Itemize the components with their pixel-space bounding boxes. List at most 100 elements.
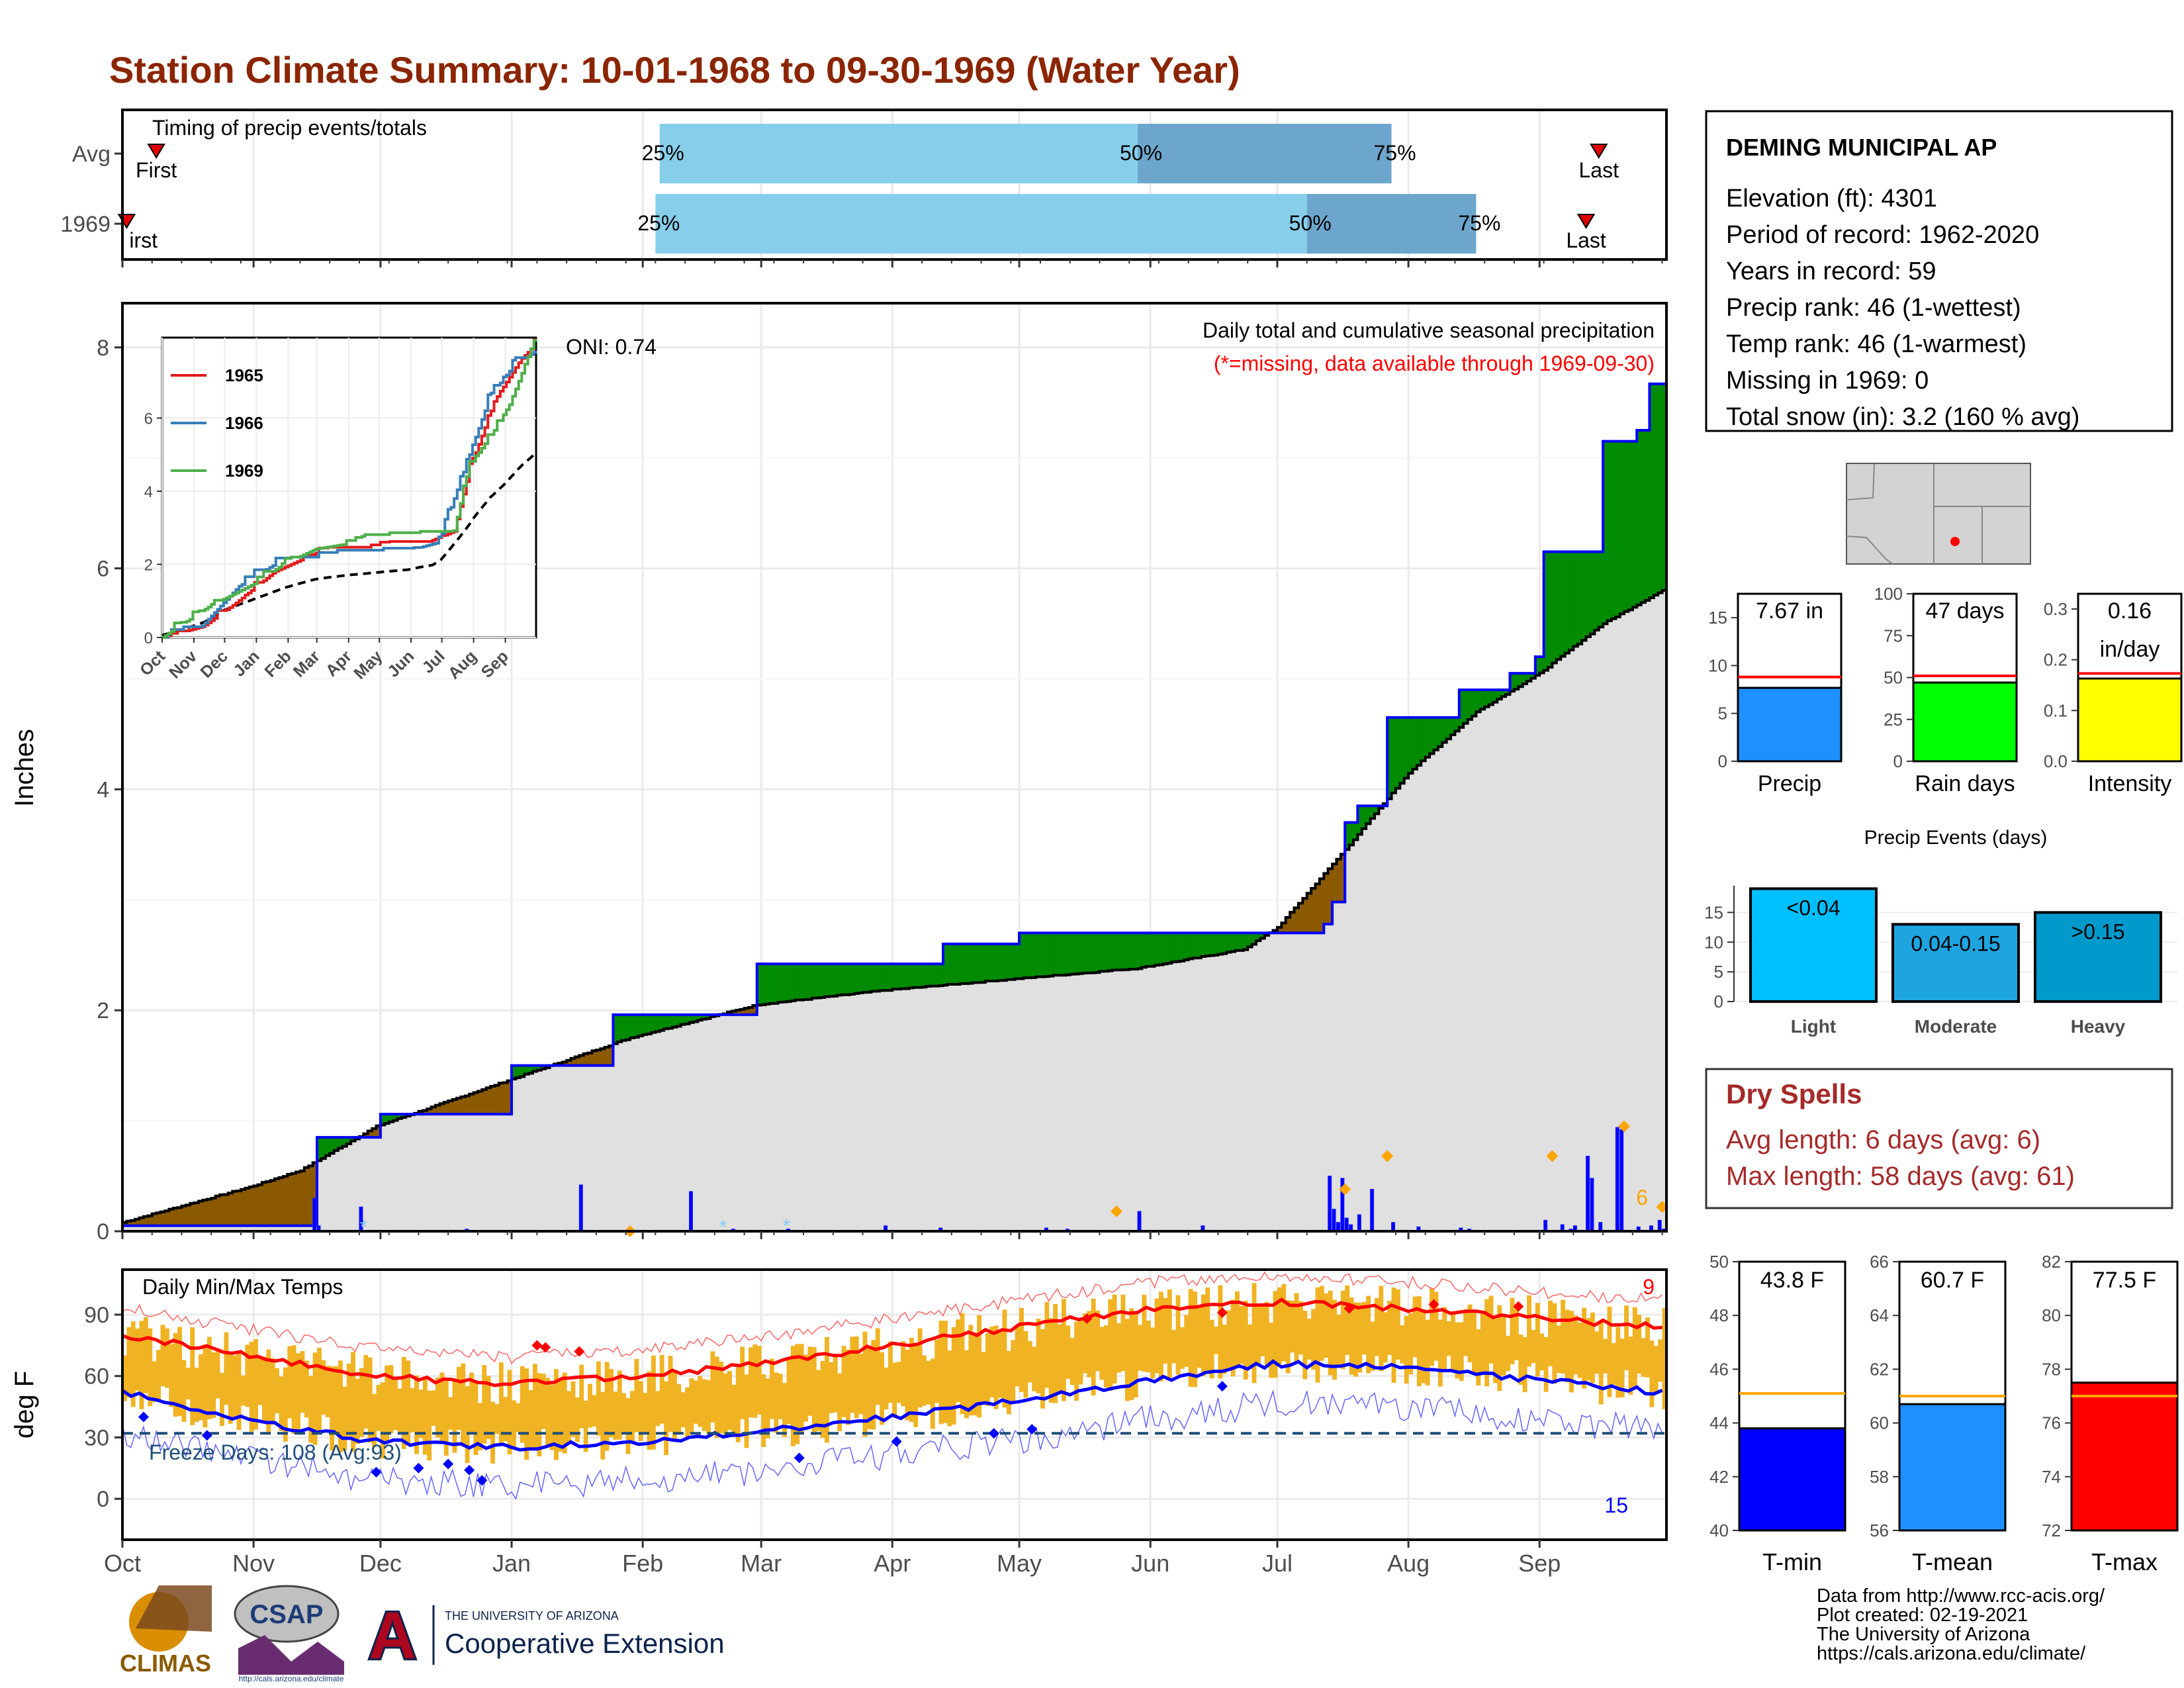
daily-temp-bar xyxy=(516,1403,521,1432)
above-avg-fill xyxy=(338,1137,343,1149)
above-avg-fill xyxy=(926,964,931,986)
month-label: May xyxy=(997,1550,1042,1577)
timing-label-75: 75% xyxy=(1458,211,1500,235)
below-avg-fill xyxy=(308,1166,314,1226)
tmean-ytick-label: 64 xyxy=(1870,1305,1889,1325)
above-avg-fill xyxy=(782,964,788,1002)
above-avg-fill xyxy=(643,1014,648,1035)
above-avg-fill xyxy=(702,1014,707,1019)
event-bar-label: >0.15 xyxy=(2071,919,2125,943)
daily-temp-bar xyxy=(756,1346,762,1415)
daily-temp-bar xyxy=(1138,1325,1142,1371)
daily-temp-bar xyxy=(930,1358,935,1429)
daily-temp-bar xyxy=(621,1393,627,1432)
daily-temp-bar xyxy=(884,1367,889,1410)
daily-temp-bar xyxy=(1193,1291,1198,1387)
above-avg-fill xyxy=(1129,933,1134,970)
daily-temp-bar xyxy=(774,1372,779,1433)
below-avg-fill xyxy=(562,1062,567,1066)
station-info-line: Years in record: 59 xyxy=(1726,258,1936,285)
daily-temp-bar xyxy=(477,1403,482,1451)
tmax-label: T-max xyxy=(2091,1548,2158,1575)
last-event-marker xyxy=(1589,144,1608,159)
daily-temp-bar xyxy=(1437,1319,1443,1387)
timing-panel-border xyxy=(121,109,1668,261)
daily-temp-bar xyxy=(211,1352,216,1419)
station-info-line: Period of record: 1962-2020 xyxy=(1726,221,2039,249)
above-avg-fill xyxy=(1433,717,1439,750)
daily-temp-bar xyxy=(1197,1306,1202,1368)
first-label: irst xyxy=(129,228,158,252)
below-avg-fill xyxy=(249,1186,254,1226)
daily-temp-bar xyxy=(909,1337,914,1423)
daily-temp-bar xyxy=(647,1371,652,1450)
daily-temp-bar xyxy=(520,1366,525,1443)
timing-bar-q50-q75 xyxy=(1138,124,1392,183)
daily-temp-bar xyxy=(346,1364,351,1436)
record-low-marker xyxy=(1026,1424,1038,1435)
daily-temp-bar xyxy=(816,1370,821,1431)
month-label: Oct xyxy=(104,1550,141,1577)
dry-spells-box xyxy=(1705,1068,2173,1209)
above-avg-fill xyxy=(765,964,770,1004)
above-avg-fill xyxy=(858,964,864,994)
daily-temp-bar xyxy=(397,1388,402,1432)
tmin-ytick-label: 46 xyxy=(1709,1359,1729,1379)
daily-temp-bar xyxy=(1260,1304,1265,1356)
below-avg-fill xyxy=(275,1178,280,1226)
below-avg-fill xyxy=(600,1049,606,1066)
precip-ylabel: Inches xyxy=(10,729,39,807)
daily-temp-bar xyxy=(1112,1294,1117,1384)
above-avg-fill xyxy=(1492,690,1498,702)
daily-temp-bar xyxy=(609,1369,614,1438)
daily-temp-bar xyxy=(714,1356,719,1438)
daily-temp-bar xyxy=(1527,1295,1531,1367)
daily-temp-bar xyxy=(321,1360,326,1415)
daily-temp-bar xyxy=(1218,1285,1223,1379)
inset-legend-label: 1969 xyxy=(225,461,263,481)
daily-temp-bar xyxy=(1061,1299,1066,1401)
above-avg-fill xyxy=(964,944,969,984)
daily-temp-bar xyxy=(854,1336,859,1419)
tmin-value-label: 43.8 F xyxy=(1760,1268,1824,1293)
record-high-marker xyxy=(1428,1299,1439,1310)
daily-temp-bar xyxy=(1628,1336,1633,1395)
station-info-line: Total snow (in): 3.2 (160 % avg) xyxy=(1726,403,2079,431)
daily-temp-bar xyxy=(1497,1305,1502,1391)
daily-temp-bar xyxy=(393,1378,398,1430)
daily-temp-bar xyxy=(917,1328,923,1408)
daily-temp-bar xyxy=(913,1342,919,1427)
below-avg-fill xyxy=(199,1201,204,1226)
below-avg-fill xyxy=(752,1005,758,1015)
above-avg-fill xyxy=(1019,933,1024,979)
above-avg-fill xyxy=(1463,690,1469,724)
daily-temp-bar xyxy=(503,1397,508,1442)
daily-temp-bar xyxy=(126,1327,132,1397)
below-avg-fill xyxy=(1294,908,1299,933)
above-avg-fill xyxy=(330,1137,335,1154)
daily-temp-bar xyxy=(194,1368,199,1423)
daily-temp-bar xyxy=(494,1404,500,1434)
below-avg-fill xyxy=(203,1199,208,1226)
above-avg-fill xyxy=(1539,657,1545,673)
above-avg-fill xyxy=(524,1065,529,1074)
daily-temp-bar xyxy=(1607,1306,1612,1397)
daily-precip-bar xyxy=(1615,1127,1619,1232)
daily-temp-bar xyxy=(1324,1293,1329,1358)
above-avg-fill xyxy=(1391,717,1396,793)
below-avg-fill xyxy=(194,1202,199,1226)
last-label: Last xyxy=(1578,158,1619,182)
above-avg-fill xyxy=(1044,933,1050,977)
above-avg-fill xyxy=(1370,806,1375,819)
above-avg-fill xyxy=(799,964,804,1000)
daily-temp-bar xyxy=(833,1356,838,1413)
temp-title: Daily Min/Max Temps xyxy=(142,1275,343,1299)
daily-temp-bar xyxy=(418,1389,424,1438)
above-avg-fill xyxy=(393,1114,398,1121)
daily-temp-bar xyxy=(1129,1308,1134,1401)
daily-temp-bar xyxy=(1556,1325,1561,1374)
daily-temp-bar xyxy=(261,1356,267,1422)
tmin-ytick-label: 40 xyxy=(1709,1521,1729,1540)
daily-temp-bar xyxy=(765,1378,770,1438)
above-avg-fill xyxy=(1002,944,1007,981)
